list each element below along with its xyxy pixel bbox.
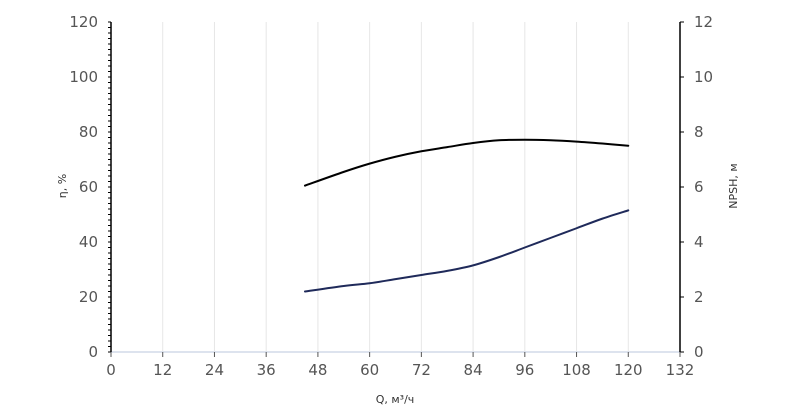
x-tick-label: 84 (464, 361, 483, 379)
x-tick-label: 108 (562, 361, 591, 379)
x-tick-label: 96 (515, 361, 534, 379)
x-tick-label: 24 (205, 361, 224, 379)
x-tick-label: 12 (153, 361, 172, 379)
y-tick-label: 0 (88, 343, 98, 361)
y2-tick-label: 8 (694, 123, 704, 141)
y-tick-label: 120 (69, 13, 98, 31)
y-tick-label: 60 (79, 178, 98, 196)
x-tick-label: 0 (106, 361, 116, 379)
series-lines (303, 138, 630, 293)
x-axis-title: Q, м³/ч (376, 393, 415, 406)
y2-axis-title: NPSH, м (727, 163, 740, 208)
x-tick-label: 120 (614, 361, 643, 379)
y2-tick-label: 12 (694, 13, 713, 31)
x-tick-label: 132 (666, 361, 695, 379)
npsh-series-line (303, 209, 630, 293)
y-tick-label: 40 (79, 233, 98, 251)
grid (162, 22, 629, 352)
y-tick-label: 20 (79, 288, 98, 306)
y2-tick-label: 0 (694, 343, 704, 361)
y-tick-label: 80 (79, 123, 98, 141)
y-tick-label: 100 (69, 68, 98, 86)
axes (108, 21, 684, 357)
x-tick-label: 48 (308, 361, 327, 379)
y-axis-title: η, % (56, 174, 69, 198)
x-tick-label: 36 (257, 361, 276, 379)
y2-tick-label: 4 (694, 233, 704, 251)
y2-tick-label: 2 (694, 288, 704, 306)
tick-labels: 0 12 24 36 48 60 72 84 96 108 120 13202040608010012… (69, 13, 713, 379)
x-tick-label: 72 (412, 361, 431, 379)
x-tick-label: 60 (360, 361, 379, 379)
efficiency-series-line (303, 138, 630, 187)
y2-tick-label: 6 (694, 178, 704, 196)
y2-tick-label: 10 (694, 68, 713, 86)
